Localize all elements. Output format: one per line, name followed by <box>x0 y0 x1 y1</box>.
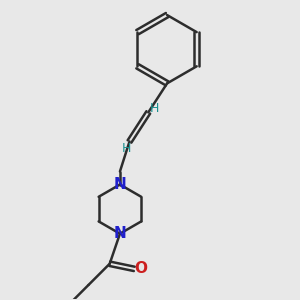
Text: H: H <box>150 102 159 115</box>
Text: N: N <box>114 226 126 241</box>
Text: H: H <box>122 142 131 155</box>
Text: O: O <box>134 261 147 276</box>
Text: N: N <box>114 177 126 192</box>
